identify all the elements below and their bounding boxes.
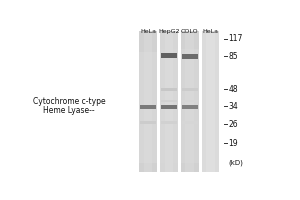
Bar [185,31,194,172]
Text: 34: 34 [228,102,238,111]
Text: 26: 26 [228,120,238,129]
Text: 48: 48 [228,85,238,94]
Bar [206,31,215,172]
Bar [181,49,199,163]
Text: Heme Lyase--: Heme Lyase-- [43,106,95,115]
Text: Cytochrome c-type: Cytochrome c-type [33,97,105,106]
Bar [161,105,177,109]
Bar [144,31,152,172]
Bar [140,105,156,109]
Text: 85: 85 [228,52,238,61]
Text: (kD): (kD) [228,159,243,166]
Bar [139,31,157,172]
Bar [160,31,178,172]
Text: 117: 117 [228,34,242,43]
Text: 19: 19 [228,139,238,148]
Bar [161,121,177,124]
Text: HepG2: HepG2 [158,29,180,34]
Bar [182,105,198,109]
Text: COLO: COLO [181,29,199,34]
Bar [164,31,173,172]
Bar [202,31,219,172]
Bar [161,88,177,91]
Bar [182,54,198,59]
Bar [161,53,177,58]
Bar [181,31,199,172]
Bar [182,121,198,124]
Bar [160,49,178,163]
Text: HeLa: HeLa [140,29,156,34]
Bar [161,100,177,102]
Bar [139,52,157,163]
Bar [182,88,198,91]
Bar [140,121,156,124]
Bar [182,100,198,102]
Text: HeLa: HeLa [203,29,219,34]
